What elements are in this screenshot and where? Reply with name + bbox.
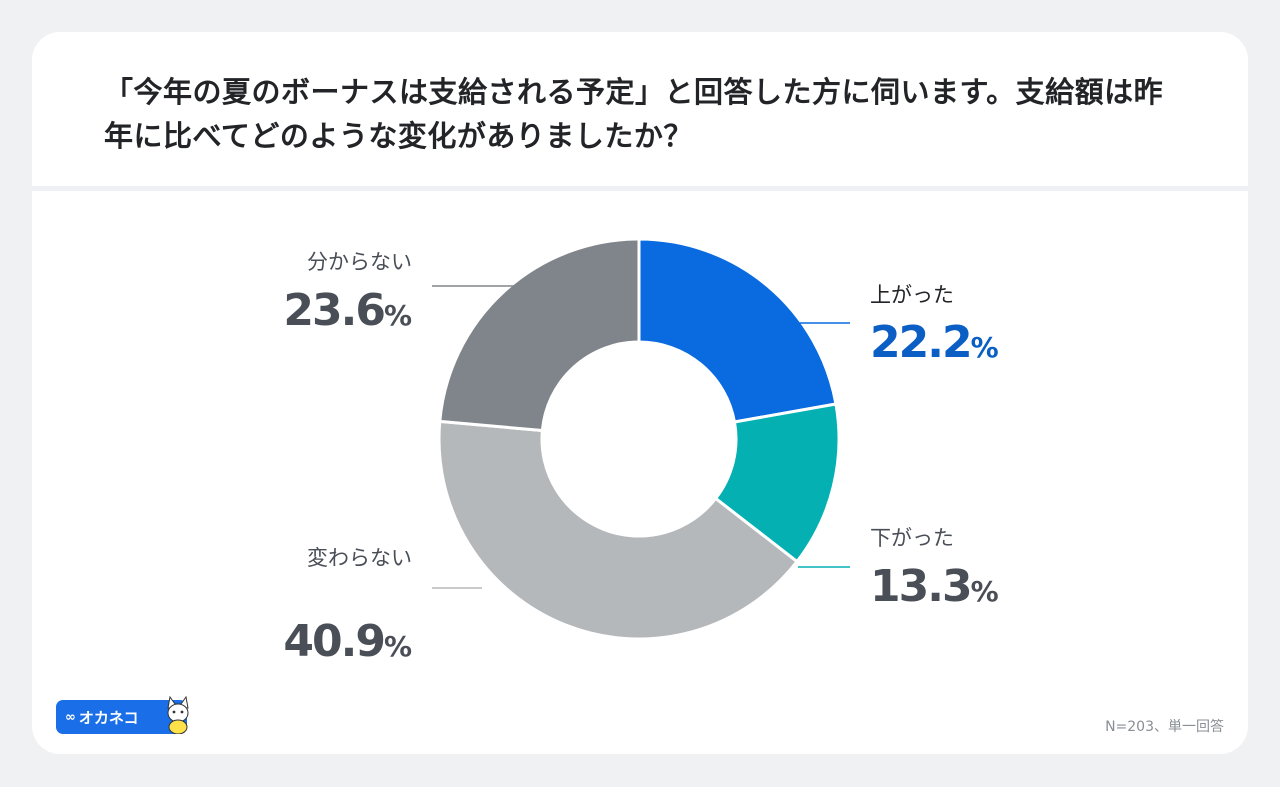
label-unknown: 分からない <box>307 250 412 274</box>
label-unchanged: 変わらない <box>307 546 412 570</box>
okaneko-logo: ∞ オカネコ <box>56 695 189 734</box>
value-down: 13.3% <box>870 561 999 612</box>
cat-mascot-icon <box>167 695 189 734</box>
chart-title: 「今年の夏のボーナスは支給される予定」と回答した方に伺います。支給額は昨年に比べ… <box>104 75 1164 153</box>
logo-text: オカネコ <box>78 708 139 727</box>
value-unchanged: 40.9% <box>283 616 412 667</box>
slice-unchanged <box>437 419 800 641</box>
title-area: 「今年の夏のボーナスは支給される予定」と回答した方に伺います。支給額は昨年に比べ… <box>32 32 1248 186</box>
slice-up <box>637 237 838 424</box>
value-up: 22.2% <box>870 317 999 368</box>
sample-size-note: N=203、単一回答 <box>1105 719 1224 735</box>
chart-card: 「今年の夏のボーナスは支給される予定」と回答した方に伺います。支給額は昨年に比べ… <box>32 32 1248 754</box>
slice-unknown <box>438 237 641 433</box>
label-up: 上がった <box>870 283 954 307</box>
donut-chart: 上がった 22.2% 下がった 13.3% 変わらない 40.9% 分からない 23.6% <box>283 237 999 667</box>
label-down: 下がった <box>870 526 954 550</box>
divider <box>32 186 1248 191</box>
infinity-icon: ∞ <box>65 709 76 725</box>
value-unknown: 23.6% <box>283 285 412 336</box>
